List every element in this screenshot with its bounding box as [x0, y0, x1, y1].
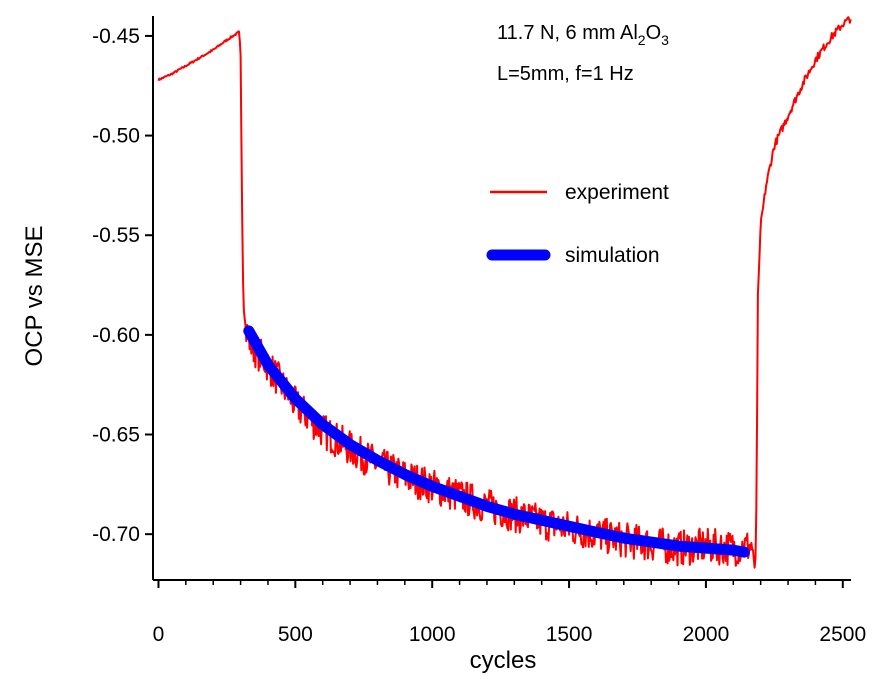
x-tick-label: 0 [153, 623, 165, 646]
x-tick-label: 1500 [546, 623, 593, 646]
annotation-line-1: 11.7 N, 6 mm Al2O3 [497, 22, 669, 48]
annotation-line-2: L=5mm, f=1 Hz [497, 63, 634, 85]
legend-label-experiment: experiment [565, 181, 669, 204]
y-tick-label: -0.65 [92, 424, 140, 447]
legend-label-simulation: simulation [565, 244, 660, 267]
axes [152, 16, 851, 581]
x-tick-label: 1000 [409, 623, 456, 646]
x-tick-label: 2500 [819, 623, 866, 646]
annotation: 11.7 N, 6 mm Al2O3 L=5mm, f=1 Hz [497, 22, 669, 85]
x-tick-label: 2000 [683, 623, 730, 646]
y-tick-label: -0.60 [92, 324, 140, 347]
series-line-experiment [157, 16, 852, 569]
y-tick-label: -0.70 [92, 523, 140, 546]
ticks: 0 500 1000 1500 2000 2500 -0.45 -0.50 -0.55 -0.60… [92, 25, 866, 646]
y-tick-label: -0.45 [92, 25, 140, 48]
y-axis-title: OCP vs MSE [21, 226, 48, 367]
y-tick-label: -0.50 [92, 125, 140, 148]
series-group [157, 16, 852, 569]
series-line-simulation [243, 325, 750, 558]
legend: experiment simulation [486, 181, 669, 267]
y-tick-label: -0.55 [92, 224, 140, 247]
x-tick-label: 500 [278, 623, 313, 646]
x-axis-title: cycles [470, 647, 537, 674]
